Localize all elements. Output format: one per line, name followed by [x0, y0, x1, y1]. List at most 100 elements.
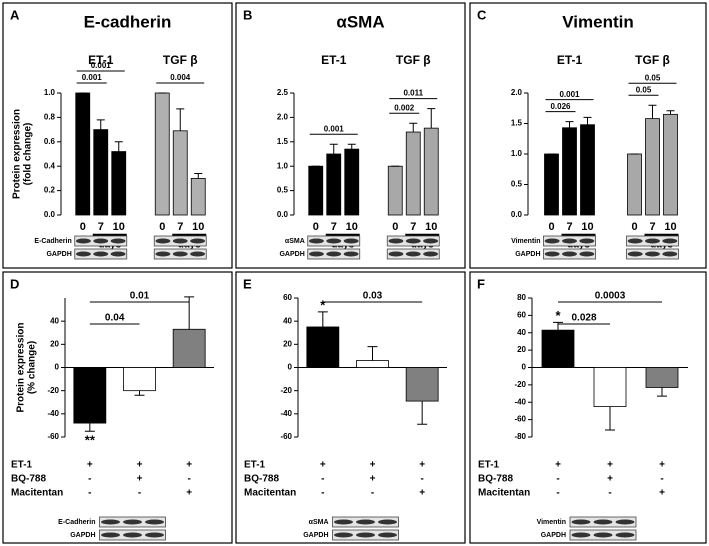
blot-band [378, 532, 397, 538]
blot-band [93, 251, 109, 257]
condition-label: Macitentan [244, 488, 296, 499]
blot-band [75, 238, 91, 244]
blot-band [110, 238, 126, 244]
y-tick-label: -20 [514, 380, 526, 389]
error-bar [648, 104, 657, 119]
bracket-label: 0.028 [571, 313, 596, 324]
blot-band [662, 251, 678, 257]
bar [73, 367, 107, 424]
condition-sign: - [187, 474, 190, 485]
error-bar [114, 141, 123, 152]
blot-band [308, 238, 324, 244]
blot-band [579, 238, 595, 244]
panel-letter: E [243, 276, 252, 291]
y-tick-label: 1.5 [511, 119, 523, 128]
error-bar [347, 143, 356, 150]
x-tick-label: 7 [98, 221, 104, 233]
error-bar [176, 108, 185, 131]
y-tick-label: 60 [517, 310, 526, 319]
y-tick-label: 0.0 [44, 210, 56, 219]
group-label: TGF β [635, 53, 670, 67]
significance-label: * [555, 308, 561, 323]
blot-label: αSMA [285, 238, 305, 245]
condition-sign: + [419, 488, 425, 499]
blot-band [423, 251, 439, 257]
blot-band [645, 238, 660, 244]
y-axis-label: (fold change) [23, 123, 34, 186]
condition-sign: - [556, 488, 559, 499]
bar [405, 131, 421, 216]
condition-sign: - [321, 488, 324, 499]
blot-band [101, 519, 120, 525]
condition-sign: + [137, 474, 143, 485]
x-tick-label: 7 [649, 221, 655, 233]
bracket-label: 0.05 [636, 85, 652, 94]
blot-band [145, 519, 164, 525]
blot-band [334, 532, 353, 538]
panel [235, 271, 466, 544]
error-bar [417, 401, 428, 425]
y-tick-label: 0.4 [44, 161, 56, 170]
blot-band [423, 238, 439, 244]
blot-band [172, 238, 188, 244]
condition-sign: + [320, 460, 326, 471]
y-tick-label: -40 [514, 397, 526, 406]
blot-label: GAPDH [70, 532, 95, 539]
bar [423, 127, 439, 216]
condition-sign: + [659, 488, 665, 499]
blot-band [615, 532, 635, 538]
blot-band [110, 251, 126, 257]
blot-label: GAPDH [541, 532, 566, 539]
bracket-label: 0.03 [363, 291, 383, 302]
x-tick-label: 0 [548, 221, 554, 233]
bar [580, 124, 595, 216]
blot-band [388, 238, 404, 244]
y-tick-label: 20 [283, 339, 292, 348]
blot-band [593, 519, 613, 525]
panel [469, 271, 707, 544]
group-label: ET-1 [88, 53, 114, 67]
x-tick-label: 10 [425, 221, 437, 233]
blot-label: GAPDH [515, 251, 540, 258]
blot-band [662, 238, 678, 244]
bracket-label: 0.01 [130, 291, 150, 302]
condition-sign: - [420, 474, 423, 485]
panel-letter: C [477, 7, 487, 22]
panel-letter: D [10, 276, 19, 291]
condition-sign: + [186, 460, 192, 471]
y-tick-label: 2.5 [277, 88, 289, 97]
condition-sign: - [660, 474, 663, 485]
x-tick-label: 10 [346, 221, 358, 233]
bar [356, 360, 389, 368]
error-bar [583, 116, 592, 125]
bar [190, 177, 206, 216]
bracket-label: 0.004 [170, 73, 191, 82]
bar [306, 326, 340, 368]
blot-band [544, 238, 560, 244]
blot-label: Vimentin [511, 238, 540, 245]
panel-letter: B [243, 7, 252, 22]
blot-band [544, 251, 560, 257]
condition-sign: - [608, 488, 611, 499]
error-bar [427, 108, 436, 129]
condition-label: Macitentan [478, 488, 530, 499]
bracket-label: 0.026 [550, 102, 571, 111]
condition-sign: - [88, 488, 91, 499]
bracket-label: 0.0003 [595, 291, 626, 302]
y-tick-label: -60 [514, 415, 526, 424]
panel-letter: F [477, 276, 485, 291]
bar [663, 113, 678, 216]
x-tick-label: 10 [581, 221, 593, 233]
blot-band [571, 532, 591, 538]
y-tick-label: 2.0 [277, 113, 289, 122]
bar [172, 130, 188, 216]
y-tick-label: 0.0 [277, 210, 289, 219]
blot-band [378, 519, 397, 525]
x-tick-label: 10 [113, 221, 125, 233]
blot-band [356, 519, 375, 525]
group-label: TGF β [396, 53, 431, 67]
x-tick-label: 7 [566, 221, 572, 233]
panel [2, 271, 233, 544]
y-tick-label: 0.8 [44, 113, 56, 122]
bar [405, 367, 439, 402]
